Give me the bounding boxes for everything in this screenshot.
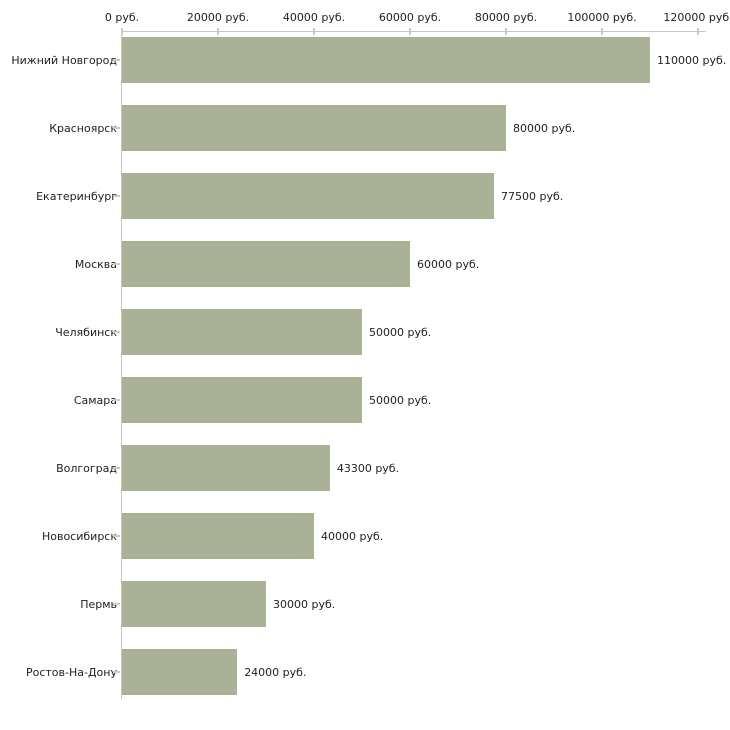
value-label: 24000 руб. bbox=[244, 665, 307, 679]
bar bbox=[122, 649, 238, 695]
bar bbox=[122, 513, 314, 559]
category-label: Новосибирск bbox=[41, 529, 117, 543]
bar bbox=[122, 241, 410, 287]
bar bbox=[122, 377, 362, 423]
x-tick-mark bbox=[409, 28, 411, 35]
y-tick-mark bbox=[113, 399, 120, 401]
x-tick-label: 80000 руб. bbox=[474, 11, 538, 24]
y-tick-mark bbox=[113, 603, 120, 605]
x-tick-label: 60000 руб. bbox=[378, 11, 442, 24]
category-label: Нижний Новгород bbox=[11, 53, 117, 67]
value-label: 77500 руб. bbox=[501, 189, 564, 203]
value-label: 80000 руб. bbox=[513, 121, 576, 135]
y-tick-mark bbox=[113, 331, 120, 333]
bar bbox=[122, 105, 506, 151]
y-axis-line bbox=[121, 31, 122, 699]
x-tick-label: 40000 руб. bbox=[282, 11, 346, 24]
value-label: 50000 руб. bbox=[369, 393, 432, 407]
y-tick-mark bbox=[113, 195, 120, 197]
x-tick-label: 120000 руб. bbox=[663, 11, 730, 24]
category-label: Екатеринбург bbox=[36, 189, 117, 203]
y-tick-mark bbox=[113, 59, 120, 61]
x-tick-mark bbox=[121, 28, 123, 35]
value-label: 43300 руб. bbox=[336, 461, 400, 475]
bar bbox=[122, 173, 494, 219]
category-label: Красноярск bbox=[49, 121, 117, 135]
value-label: 30000 руб. bbox=[273, 597, 336, 611]
x-tick-label: 0 руб. bbox=[104, 11, 140, 24]
x-tick-mark bbox=[505, 28, 507, 35]
bar bbox=[122, 37, 650, 83]
y-tick-mark bbox=[113, 535, 120, 537]
y-tick-mark bbox=[113, 671, 120, 673]
bar bbox=[122, 581, 266, 627]
x-axis-line bbox=[121, 31, 706, 32]
x-tick-mark bbox=[217, 28, 219, 35]
bar bbox=[122, 445, 330, 491]
value-label: 50000 руб. bbox=[369, 325, 432, 339]
value-label: 110000 руб. bbox=[657, 53, 727, 67]
y-tick-mark bbox=[113, 467, 120, 469]
y-tick-mark bbox=[113, 263, 120, 265]
category-label: Самара bbox=[73, 393, 117, 407]
category-label: Волгоград bbox=[56, 461, 117, 475]
category-label: Пермь bbox=[80, 597, 117, 611]
x-tick-mark bbox=[601, 28, 603, 35]
value-label: 60000 руб. bbox=[417, 257, 480, 271]
value-label: 40000 руб. bbox=[321, 529, 384, 543]
y-tick-mark bbox=[113, 127, 120, 129]
x-tick-mark bbox=[697, 28, 699, 35]
x-tick-label: 100000 руб. bbox=[567, 11, 637, 24]
x-tick-label: 20000 руб. bbox=[186, 11, 250, 24]
category-label: Москва bbox=[74, 257, 117, 271]
bar bbox=[122, 309, 362, 355]
category-label: Ростов-На-Дону bbox=[25, 665, 117, 679]
x-tick-mark bbox=[313, 28, 315, 35]
category-label: Челябинск bbox=[55, 325, 117, 339]
